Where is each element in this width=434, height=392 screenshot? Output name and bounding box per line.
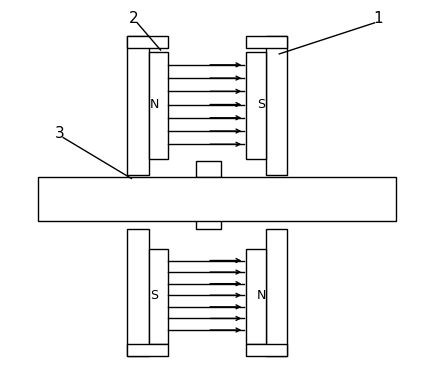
Bar [38,176,396,221]
Text: N: N [256,289,266,302]
Text: S: S [150,289,158,302]
Bar [246,249,266,344]
Bar [246,344,287,356]
Text: S: S [257,98,265,111]
Text: 2: 2 [128,11,138,26]
Bar [246,52,266,159]
Bar [246,36,287,48]
Bar [196,214,221,229]
Text: 1: 1 [374,11,383,26]
Bar [128,36,168,48]
Text: N: N [149,98,159,111]
Bar [266,36,287,174]
Bar [128,344,168,356]
Bar [149,249,168,344]
Bar [266,229,287,356]
Bar [128,229,149,356]
Bar [128,36,149,174]
Bar [196,161,221,176]
Text: 3: 3 [55,126,64,141]
Bar [149,52,168,159]
